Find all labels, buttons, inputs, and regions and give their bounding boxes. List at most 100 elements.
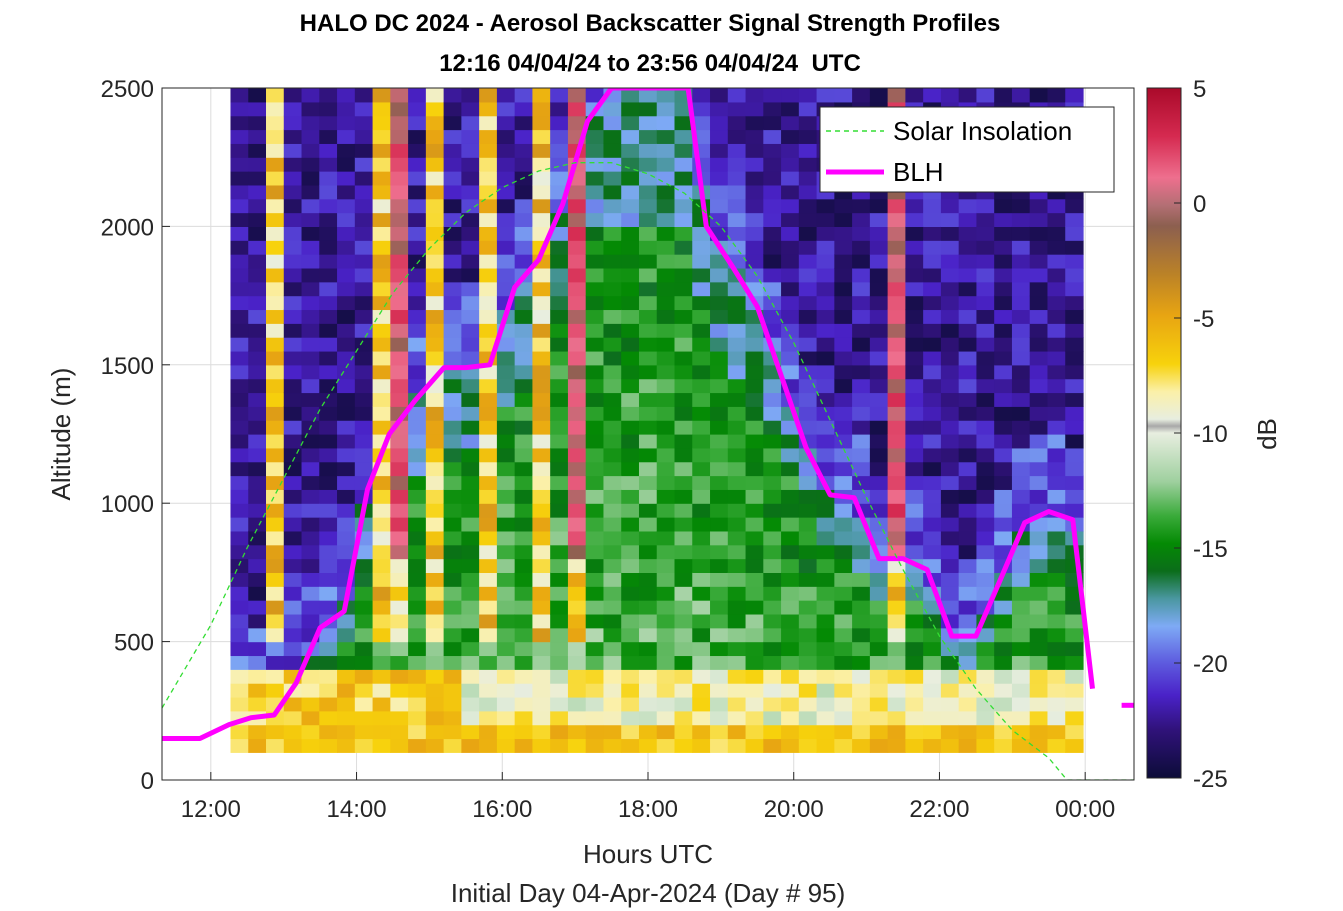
heatmap-cell (638, 558, 658, 573)
heatmap-cell (852, 724, 871, 740)
heatmap-cell (852, 669, 871, 684)
heatmap-cell (852, 710, 871, 726)
heatmap-cell (976, 240, 995, 255)
heatmap-cell (763, 240, 782, 255)
heatmap-cell (443, 517, 462, 532)
heatmap-cell (443, 544, 462, 560)
heatmap-cell (1047, 558, 1066, 573)
heatmap-cell (905, 240, 924, 255)
heatmap-cell (994, 586, 1013, 601)
heatmap-cell (603, 101, 622, 117)
heatmap-cell (248, 738, 267, 753)
heatmap-cell (638, 171, 658, 186)
heatmap-cell (248, 88, 267, 103)
heatmap-cell (816, 295, 835, 311)
heatmap-cell (496, 406, 516, 421)
heatmap-cell (940, 281, 960, 297)
heatmap-cell (923, 710, 942, 726)
heatmap-cell (745, 710, 764, 726)
heatmap-cell (514, 572, 534, 587)
heatmap-cell (958, 254, 978, 269)
heatmap-cell (425, 392, 445, 407)
heatmap-cell (923, 198, 942, 214)
heatmap-cell (905, 710, 924, 726)
heatmap-cell (390, 447, 409, 463)
heatmap-cell (337, 724, 356, 740)
heatmap-cell (692, 420, 711, 435)
heatmap-cell (710, 655, 729, 670)
heatmap-cell (266, 475, 285, 490)
heatmap-cell (994, 489, 1013, 504)
heatmap-cell (994, 226, 1013, 241)
heatmap-cell (638, 572, 658, 587)
heatmap-cell (710, 600, 729, 615)
heatmap-cell (621, 143, 640, 158)
heatmap-cell (301, 503, 320, 518)
heatmap-cell (852, 683, 871, 698)
heatmap-cell (816, 558, 835, 573)
heatmap-cell (1029, 530, 1049, 546)
heatmap-cell (567, 489, 587, 504)
heatmap-cell (816, 544, 835, 560)
heatmap-cell (887, 503, 906, 518)
heatmap-cell (266, 198, 285, 214)
heatmap-cell (408, 323, 427, 338)
heatmap-cell (461, 226, 480, 241)
heatmap-cell (443, 627, 462, 643)
heatmap-cell (408, 226, 427, 241)
heatmap-cell (1047, 627, 1066, 643)
heatmap-cell (745, 530, 764, 546)
heatmap-cell (745, 323, 764, 338)
heatmap-cell (781, 600, 800, 615)
heatmap-cell (425, 655, 445, 670)
heatmap-cell (763, 627, 782, 643)
heatmap-cell (230, 517, 249, 532)
heatmap-cell (283, 364, 303, 380)
heatmap-cell (887, 613, 906, 629)
heatmap-cell (834, 683, 853, 698)
heatmap-cell (674, 461, 693, 477)
heatmap-cell (1011, 572, 1031, 587)
heatmap-cell (976, 655, 995, 670)
heatmap-cell (763, 267, 782, 283)
heatmap-cell (532, 489, 551, 504)
heatmap-cell (994, 281, 1013, 297)
heatmap-cell (514, 226, 534, 241)
heatmap-cell (248, 364, 267, 380)
heatmap-cell (1065, 378, 1084, 394)
heatmap-cell (674, 198, 693, 214)
heatmap-cell (727, 323, 747, 338)
heatmap-cell (301, 544, 320, 560)
heatmap-cell (354, 600, 374, 615)
heatmap-cell (638, 613, 658, 629)
heatmap-cell (852, 641, 871, 657)
heatmap-cell (354, 710, 374, 726)
heatmap-cell (621, 530, 640, 546)
heatmap-cell (1011, 600, 1031, 615)
heatmap-cell (408, 600, 427, 615)
heatmap-cell (443, 641, 462, 657)
heatmap-cell (248, 226, 267, 241)
heatmap-cell (372, 710, 391, 726)
heatmap-cell (1029, 447, 1049, 463)
heatmap-cell (1047, 738, 1066, 753)
heatmap-cell (266, 683, 285, 698)
heatmap-cell (496, 613, 516, 629)
heatmap-cell (496, 600, 516, 615)
heatmap-cell (621, 240, 640, 255)
heatmap-cell (567, 724, 587, 740)
heatmap-cell (958, 696, 978, 712)
heatmap-cell (763, 115, 782, 131)
heatmap-cell (567, 544, 587, 560)
heatmap-cell (443, 683, 462, 698)
heatmap-cell (532, 475, 551, 490)
heatmap-cell (372, 544, 391, 560)
heatmap-cell (479, 544, 498, 560)
heatmap-cell (763, 420, 782, 435)
heatmap-cell (1047, 586, 1066, 601)
heatmap-cell (745, 101, 764, 117)
heatmap-cell (266, 544, 285, 560)
heatmap-cell (1011, 710, 1031, 726)
